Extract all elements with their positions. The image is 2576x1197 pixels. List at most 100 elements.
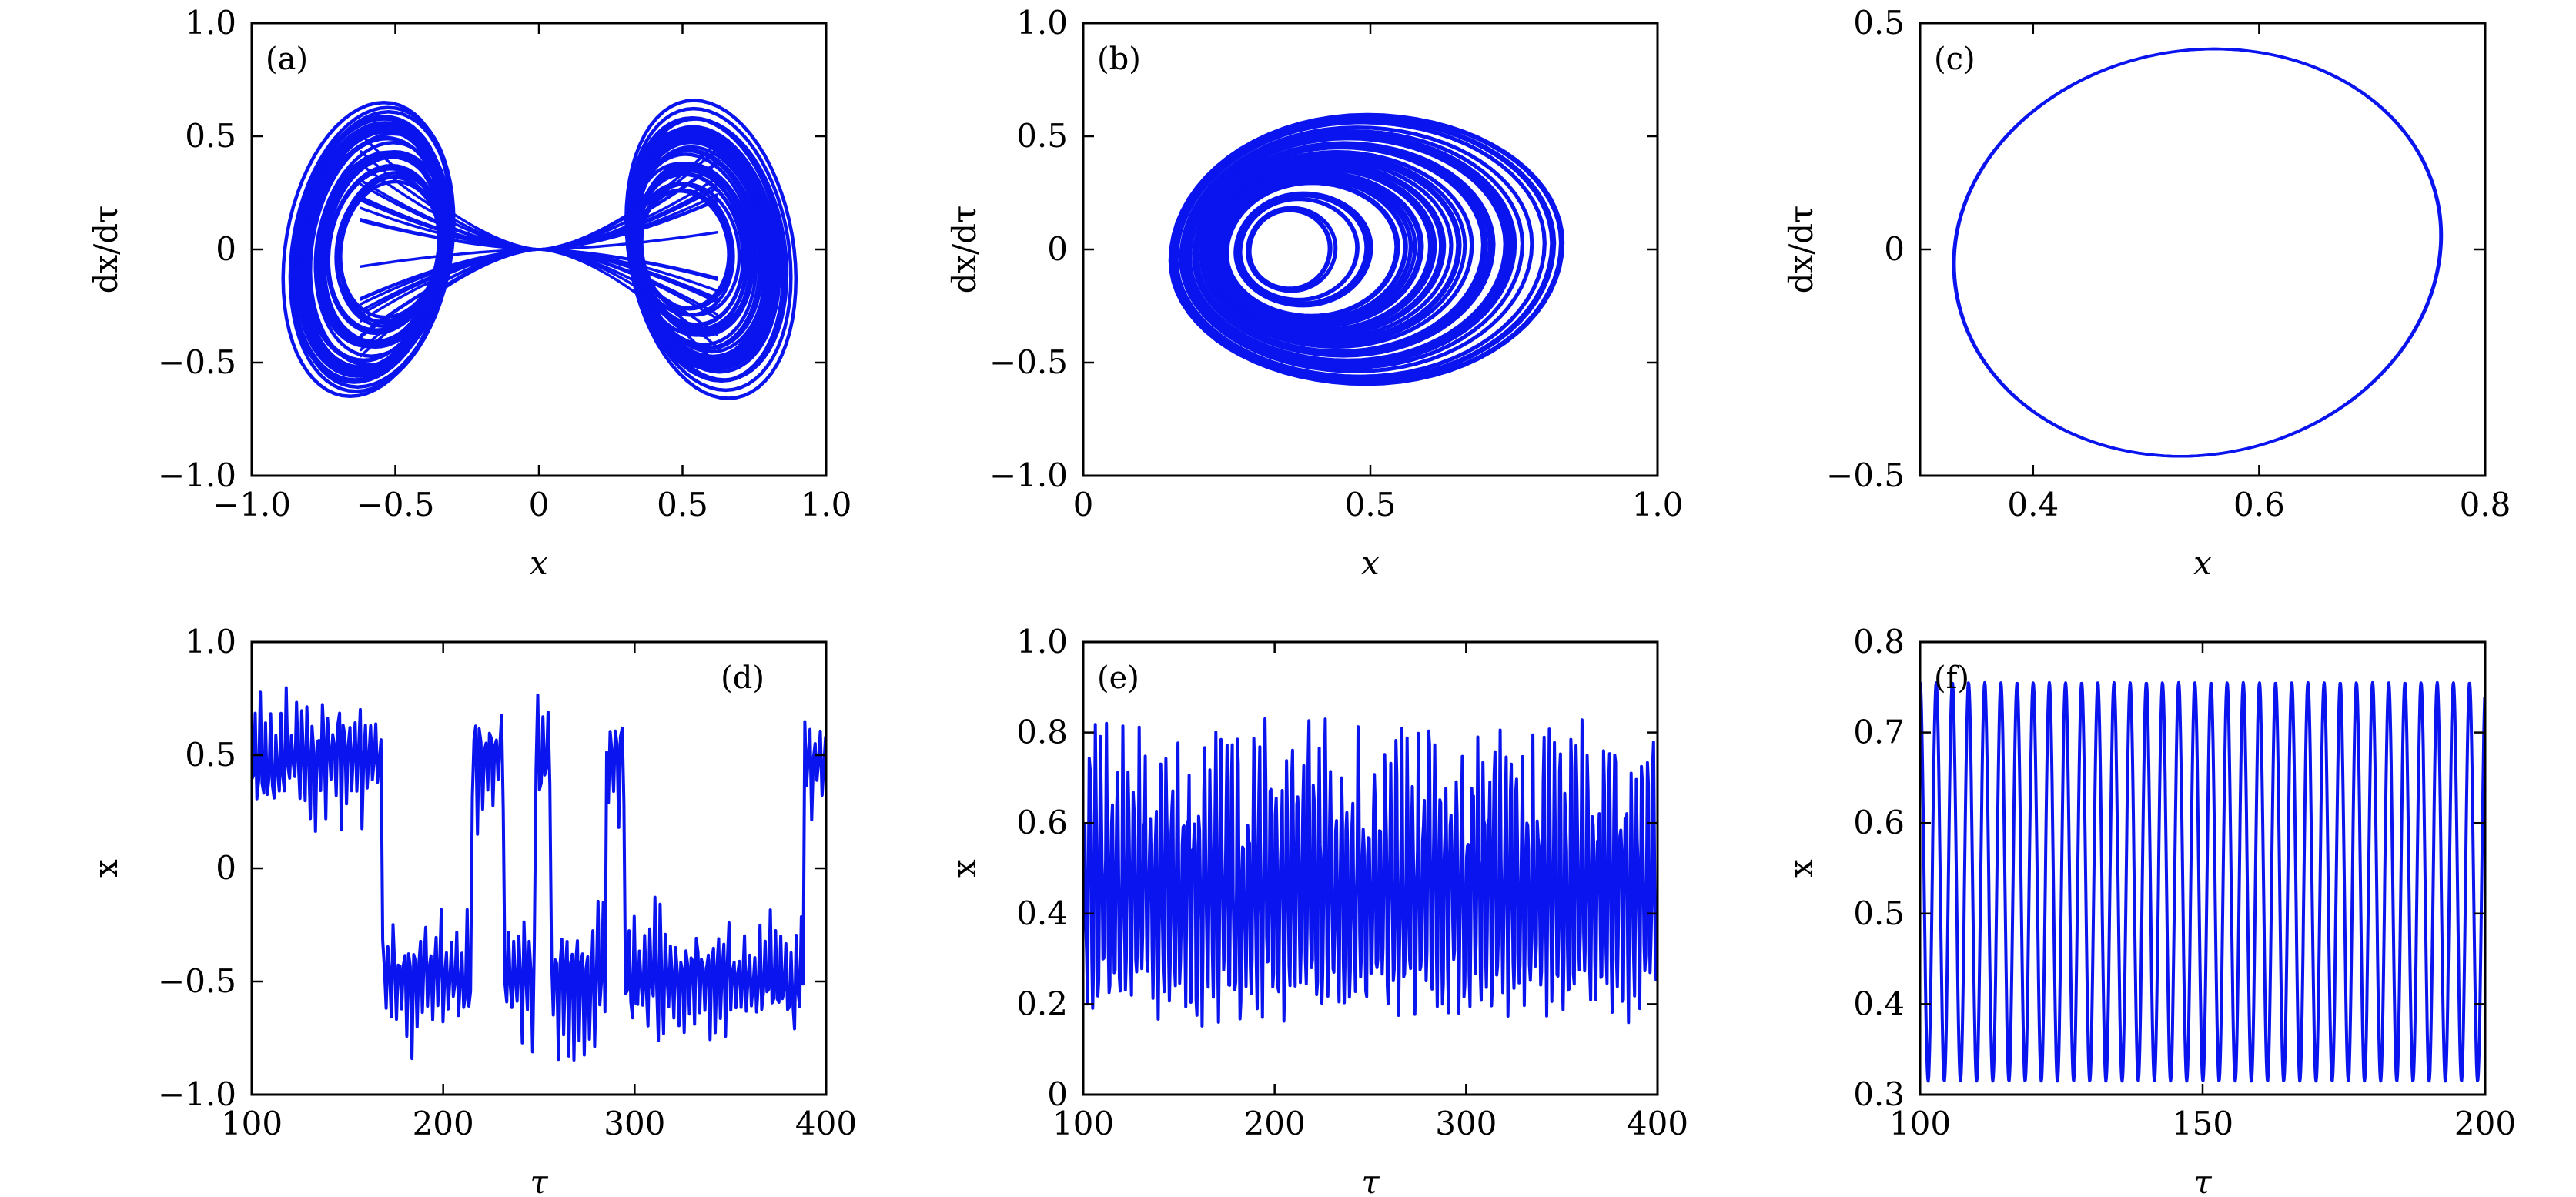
y-tick-label: 0.5 bbox=[1853, 4, 1905, 42]
plot-area-b bbox=[1168, 112, 1565, 386]
attractor-orbit bbox=[1182, 129, 1524, 369]
y-tick-label: 0.5 bbox=[1853, 894, 1905, 932]
time-series-trace bbox=[252, 686, 826, 1062]
attractor-orbit bbox=[1216, 170, 1424, 329]
y-tick-label: 0.5 bbox=[185, 736, 236, 774]
panel-label-f: (f) bbox=[1934, 660, 1969, 696]
x-tick-label: 0.8 bbox=[2460, 486, 2511, 523]
y-tick-label: 0.8 bbox=[1016, 714, 1068, 751]
y-tick-label: 0.6 bbox=[1016, 804, 1068, 841]
attractor-orbit bbox=[1209, 162, 1445, 337]
panel-e: 100 200 300 400 0 0.2 0.4 0.6 0.8 1.0 τ x (e) bbox=[945, 623, 1688, 1197]
attractor-orbit bbox=[325, 163, 443, 336]
x-axis-label: τ bbox=[530, 1163, 548, 1197]
panel-label-b: (b) bbox=[1097, 42, 1141, 77]
y-tick-label: 0.6 bbox=[1853, 804, 1905, 841]
y-tick-label: 1.0 bbox=[1016, 4, 1068, 42]
x-tick-label: 200 bbox=[413, 1105, 474, 1142]
attractor-orbit bbox=[297, 129, 445, 370]
y-tick-label: 1.0 bbox=[185, 623, 236, 660]
x-tick-label: 0.5 bbox=[657, 486, 708, 523]
x-tick-label: 200 bbox=[2454, 1105, 2516, 1142]
time-series-trace bbox=[1083, 717, 1658, 1028]
y-tick-label: 1.0 bbox=[1016, 623, 1068, 660]
x-tick-label: 100 bbox=[1052, 1105, 1114, 1142]
y-tick-label: −1.0 bbox=[158, 1075, 236, 1113]
x-tick-label: 400 bbox=[1627, 1105, 1688, 1142]
y-tick-label: 0.4 bbox=[1853, 985, 1905, 1022]
attractor-orbit bbox=[1234, 192, 1371, 307]
y-tick-label: 0.5 bbox=[1016, 117, 1068, 155]
y-tick-label: −0.5 bbox=[158, 962, 236, 1000]
x-tick-label: 100 bbox=[1889, 1105, 1951, 1142]
x-tick-label: 400 bbox=[795, 1105, 857, 1142]
axes-frame-e bbox=[1082, 640, 1659, 1096]
y-tick-label: 0.2 bbox=[1016, 985, 1068, 1022]
plot-area-d bbox=[252, 686, 826, 1062]
x-tick-label: 0 bbox=[1073, 486, 1094, 523]
y-tick-label: 0.7 bbox=[1853, 714, 1905, 751]
plot-area-f bbox=[1920, 680, 2485, 1083]
x-tick-label: 0.4 bbox=[2007, 486, 2059, 523]
x-axis-label: τ bbox=[2193, 1163, 2212, 1197]
x-axis-label: x bbox=[2193, 544, 2212, 582]
x-tick-label: 1.0 bbox=[801, 486, 852, 523]
y-axis-label: dx/dτ bbox=[1782, 206, 1820, 294]
y-tick-label: −1.0 bbox=[989, 456, 1068, 494]
y-tick-label: 0 bbox=[1047, 230, 1068, 268]
x-tick-label: 1.0 bbox=[1632, 486, 1684, 523]
y-tick-label: −0.5 bbox=[158, 343, 236, 381]
y-tick-label: 0 bbox=[216, 230, 236, 268]
attractor-orbit bbox=[1204, 155, 1460, 343]
x-tick-label: 150 bbox=[2172, 1105, 2233, 1142]
y-tick-label: 0.5 bbox=[185, 117, 236, 155]
attractor-orbit bbox=[293, 121, 448, 378]
panel-label-c: (c) bbox=[1934, 42, 1975, 77]
x-tick-label: 100 bbox=[221, 1105, 283, 1142]
y-tick-label: 0.4 bbox=[1016, 894, 1068, 932]
attractor-orbit bbox=[1213, 167, 1432, 332]
y-tick-label: −0.5 bbox=[1826, 456, 1905, 494]
x-tick-label: −0.5 bbox=[356, 486, 435, 523]
panel-label-d: (d) bbox=[721, 660, 764, 696]
x-axis-label: τ bbox=[1361, 1163, 1380, 1197]
x-tick-label: −1.0 bbox=[212, 486, 291, 523]
attractor-orbit bbox=[303, 135, 445, 363]
attractor-orbit bbox=[632, 129, 779, 369]
y-tick-label: 0 bbox=[216, 849, 236, 887]
x-axis-label: x bbox=[1361, 544, 1380, 582]
panel-b: 0 0.5 1.0 −1.0 −0.5 0 0.5 1.0 x dx/dτ (b) bbox=[945, 4, 1683, 582]
time-series-trace bbox=[1920, 680, 2485, 1083]
attractor-orbit bbox=[1247, 208, 1333, 291]
y-axis-label: dx/dτ bbox=[87, 206, 125, 294]
attractor-orbit bbox=[1169, 113, 1564, 386]
y-axis-label: x bbox=[945, 859, 983, 878]
y-tick-label: 0 bbox=[1884, 230, 1905, 268]
attractor-orbit bbox=[1224, 180, 1400, 319]
y-axis-label: dx/dτ bbox=[945, 206, 983, 294]
x-axis-label: x bbox=[530, 544, 548, 582]
panel-label-e: (e) bbox=[1097, 660, 1139, 696]
attractor-orbit bbox=[1179, 125, 1534, 373]
attractor-orbit bbox=[627, 138, 767, 361]
attractor-orbit bbox=[1185, 132, 1517, 366]
y-tick-label: 0 bbox=[1047, 1075, 1068, 1113]
attractor-orbit bbox=[1174, 120, 1547, 379]
attractor-orbit bbox=[1219, 175, 1413, 324]
attractor-orbit bbox=[290, 115, 450, 384]
attractor-orbit bbox=[1186, 135, 1510, 364]
attractor-orbit bbox=[1238, 197, 1360, 302]
plot-area-c bbox=[1952, 47, 2444, 458]
attractor-orbit bbox=[1199, 150, 1474, 349]
x-tick-label: 300 bbox=[604, 1105, 665, 1142]
x-tick-label: 300 bbox=[1435, 1105, 1497, 1142]
attractor-orbit bbox=[1193, 142, 1494, 357]
panel-f: 100 150 200 0.3 0.4 0.5 0.6 0.7 0.8 τ x (f) bbox=[1782, 623, 2516, 1197]
panel-c: 0.4 0.6 0.8 −0.5 0 0.5 x dx/dτ (c) bbox=[1782, 4, 2511, 582]
x-tick-label: 200 bbox=[1244, 1105, 1306, 1142]
x-tick-label: 0 bbox=[529, 486, 550, 523]
attractor-orbit bbox=[1206, 159, 1454, 340]
y-tick-label: 1.0 bbox=[185, 4, 236, 42]
y-tick-label: 0.3 bbox=[1853, 1075, 1905, 1113]
